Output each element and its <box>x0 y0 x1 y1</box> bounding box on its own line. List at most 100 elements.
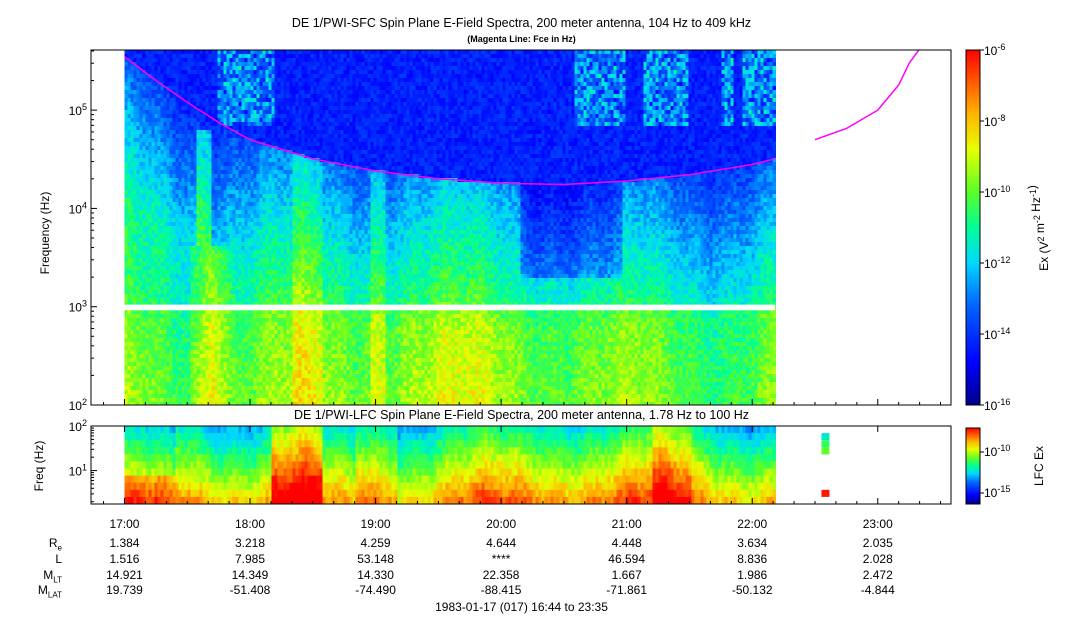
sfc-cell <box>260 66 264 71</box>
sfc-cell <box>236 170 240 175</box>
sfc-cell <box>152 386 156 391</box>
sfc-cell <box>227 158 231 163</box>
sfc-cell <box>257 50 261 55</box>
sfc-cell <box>242 142 246 147</box>
sfc-cell <box>293 74 297 79</box>
sfc-cell <box>131 294 135 299</box>
sfc-cell <box>170 58 174 63</box>
sfc-cell <box>218 294 222 299</box>
sfc-cell <box>128 354 132 359</box>
sfc-cell <box>134 238 138 243</box>
sfc-cell <box>125 82 129 87</box>
sfc-cell <box>167 182 171 187</box>
sfc-cell <box>215 54 219 59</box>
sfc-cell <box>149 370 153 375</box>
sfc-cell <box>239 258 243 263</box>
sfc-cell <box>287 386 291 391</box>
sfc-cell <box>215 222 219 227</box>
sfc-cell <box>197 318 201 323</box>
sfc-cell <box>167 322 171 327</box>
sfc-cell <box>176 338 180 343</box>
sfc-cell <box>221 106 225 111</box>
sfc-cell <box>260 154 264 159</box>
sfc-cell <box>143 150 147 155</box>
sfc-cell <box>173 98 177 103</box>
sfc-cell <box>140 346 144 351</box>
sfc-cell <box>185 114 189 119</box>
sfc-cell <box>143 366 147 371</box>
sfc-cell <box>224 102 228 107</box>
sfc-cell <box>188 158 192 163</box>
sfc-cell <box>248 154 252 159</box>
sfc-cell <box>287 250 291 255</box>
sfc-cell <box>188 118 192 123</box>
sfc-cell <box>155 174 159 179</box>
sfc-cell <box>137 370 141 375</box>
sfc-cell <box>131 82 135 87</box>
sfc-cell <box>281 122 285 127</box>
sfc-cell <box>209 318 213 323</box>
sfc-cell <box>164 326 168 331</box>
sfc-cell <box>131 114 135 119</box>
sfc-cell <box>212 206 216 211</box>
sfc-cell <box>137 174 141 179</box>
sfc-cell <box>137 102 141 107</box>
sfc-cell <box>134 346 138 351</box>
sfc-cell <box>194 166 198 171</box>
sfc-cell <box>293 58 297 63</box>
sfc-cell <box>152 394 156 399</box>
sfc-cell <box>137 230 141 235</box>
sfc-cell <box>245 242 249 247</box>
sfc-cell <box>209 138 213 143</box>
sfc-cell <box>269 266 273 271</box>
sfc-cell <box>257 338 261 343</box>
sfc-cell <box>269 210 273 215</box>
sfc-cell <box>206 130 210 135</box>
sfc-cell <box>272 262 276 267</box>
sfc-cell <box>209 202 213 207</box>
sfc-cell <box>281 390 285 395</box>
sfc-cell <box>194 178 198 183</box>
sfc-cell <box>185 342 189 347</box>
sfc-cell <box>284 286 288 291</box>
sfc-cell <box>170 202 174 207</box>
sfc-cell <box>275 74 279 79</box>
sfc-cell <box>152 118 156 123</box>
sfc-cell <box>200 82 204 87</box>
sfc-cell <box>281 278 285 283</box>
sfc-cell <box>167 350 171 355</box>
sfc-cell <box>227 358 231 363</box>
sfc-cell <box>227 322 231 327</box>
sfc-cell <box>200 142 204 147</box>
sfc-cell <box>263 258 267 263</box>
sfc-cell <box>260 314 264 319</box>
sfc-cell <box>152 270 156 275</box>
sfc-cell <box>272 134 276 139</box>
sfc-cell <box>152 354 156 359</box>
sfc-cell <box>272 334 276 339</box>
sfc-cell <box>164 286 168 291</box>
sfc-cell <box>149 350 153 355</box>
sfc-cell <box>158 394 162 399</box>
sfc-cell <box>290 138 294 143</box>
sfc-cell <box>161 134 165 139</box>
sfc-cell <box>290 226 294 231</box>
sfc-cell <box>266 338 270 343</box>
sfc-cell <box>221 290 225 295</box>
sfc-cell <box>188 66 192 71</box>
sfc-cell <box>179 194 183 199</box>
sfc-cell <box>152 374 156 379</box>
sfc-cell <box>188 50 192 55</box>
sfc-cell <box>176 154 180 159</box>
sfc-cell <box>236 58 240 63</box>
sfc-cell <box>251 190 255 195</box>
sfc-cell <box>212 274 216 279</box>
sfc-cell <box>128 130 132 135</box>
sfc-cell <box>191 222 195 227</box>
sfc-cell <box>161 174 165 179</box>
sfc-cell <box>155 238 159 243</box>
sfc-cell <box>233 294 237 299</box>
sfc-cell <box>245 142 249 147</box>
sfc-cell <box>212 326 216 331</box>
sfc-cell <box>191 246 195 251</box>
